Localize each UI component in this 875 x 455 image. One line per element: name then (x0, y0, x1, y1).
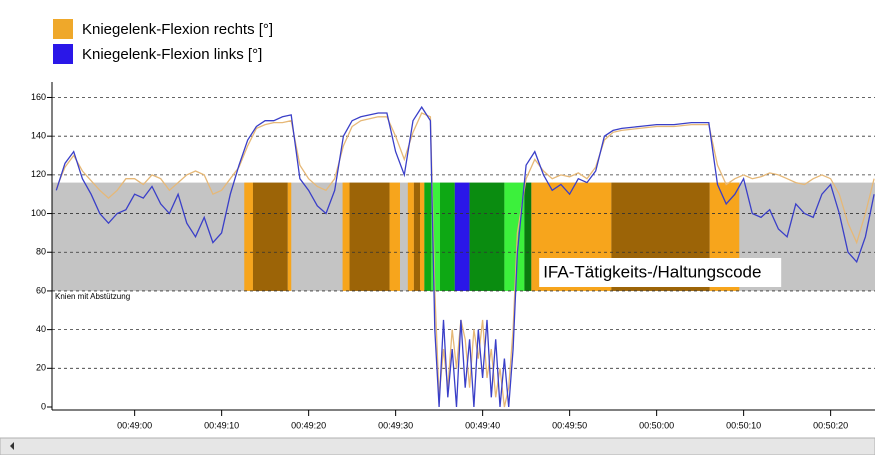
series-line (55, 112, 875, 408)
plot-area: 0 20 40 60 80 100 120 140 160 00:49:00 00:49:10 00:… (31, 82, 875, 430)
y-tick-label: 100 (31, 208, 46, 218)
legend-label: Kniegelenk-Flexion rechts [°] (82, 21, 273, 38)
x-tick-label: 00:49:40 (465, 420, 500, 430)
annotation-box (539, 258, 782, 287)
y-tick-label: 120 (31, 169, 46, 179)
legend-swatch (53, 19, 73, 39)
x-tick-label: 00:50:10 (726, 420, 761, 430)
code-segment (349, 182, 390, 291)
code-segment (440, 182, 455, 291)
code-segment (504, 182, 525, 291)
legend-label: Kniegelenk-Flexion links [°] (82, 46, 262, 63)
y-tick-label: 20 (36, 363, 46, 373)
x-tick-label: 00:49:00 (117, 420, 152, 430)
annotation: IFA-Tätigkeits-/Haltungscode (543, 262, 761, 281)
y-tick-label: 40 (36, 324, 46, 334)
x-tick-label: 00:49:20 (291, 420, 326, 430)
code-segment (407, 182, 414, 291)
level-label: Knien mit Abstützung (55, 292, 130, 301)
code-segment (454, 182, 470, 291)
y-tick-label: 0 (41, 401, 46, 411)
x-tick-label: 00:50:00 (639, 420, 674, 430)
code-segment (342, 182, 350, 291)
code-segment (389, 182, 400, 291)
code-segment (524, 182, 532, 291)
code-segment (252, 182, 288, 291)
y-tick-label: 140 (31, 131, 46, 141)
scroll-left-arrow[interactable] (10, 442, 14, 450)
x-tick-label: 00:49:50 (552, 420, 587, 430)
series-line (55, 105, 875, 408)
y-tick-label: 160 (31, 92, 46, 102)
code-segment (244, 182, 253, 291)
x-tick-label: 00:49:10 (204, 420, 239, 430)
y-tick-label: 60 (36, 285, 46, 295)
code-segment (413, 182, 421, 291)
code-segment (431, 182, 441, 291)
code-segment (287, 182, 292, 291)
legend-swatch (53, 44, 73, 64)
code-segment (469, 182, 505, 291)
code-segment (424, 182, 432, 291)
scrollbar[interactable] (0, 437, 875, 455)
code-segment (420, 182, 425, 291)
x-tick-label: 00:50:20 (813, 420, 848, 430)
y-tick-label: 80 (36, 247, 46, 257)
x-tick-label: 00:49:30 (378, 420, 413, 430)
